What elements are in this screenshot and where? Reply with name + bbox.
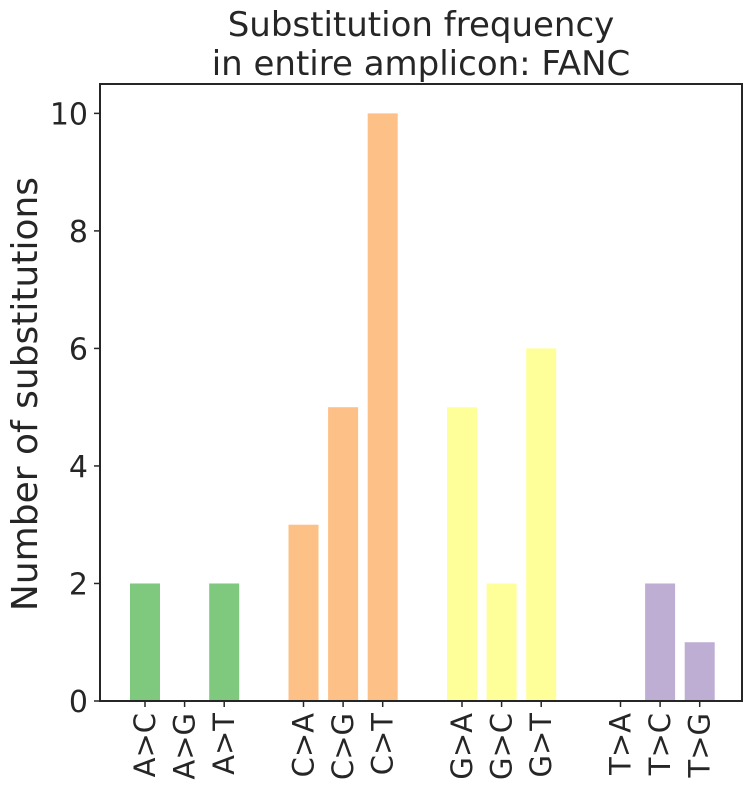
bar-G-to-C: [486, 583, 517, 701]
bar-T-to-C: [645, 583, 676, 701]
bars-layer: [130, 113, 715, 701]
y-tick-label: 8: [69, 215, 88, 250]
bar-C-to-G: [328, 407, 359, 701]
x-tick-label: T>A: [604, 713, 638, 776]
y-tick-label: 0: [69, 685, 88, 720]
bar-T-to-G: [684, 642, 715, 701]
bar-C-to-A: [288, 524, 319, 701]
x-tick-label: A>T: [207, 713, 241, 775]
bar-A-to-T: [209, 583, 240, 701]
x-tick-label: A>G: [168, 713, 202, 780]
x-tick-label: C>G: [326, 713, 360, 780]
y-tick-label: 10: [50, 97, 88, 132]
x-tick-label: C>A: [287, 713, 321, 778]
x-tick-label: G>A: [445, 713, 479, 780]
y-tick-label: 4: [69, 450, 88, 485]
bar-A-to-C: [130, 583, 160, 701]
x-ticks-layer: A>C A>G A>T C>A C>G C>T G>A G>C G>T T>A T>C T>G: [128, 701, 717, 780]
x-tick-label: A>C: [128, 713, 162, 777]
chart-title-line-1: Substitution frequency: [228, 5, 615, 45]
y-tick-label: 2: [69, 567, 88, 602]
y-axis-label: Number of substitutions: [5, 177, 46, 611]
bar-G-to-A: [447, 407, 477, 701]
bar-G-to-T: [526, 348, 557, 701]
x-tick-label: C>T: [366, 713, 400, 776]
x-tick-label: G>C: [485, 713, 519, 780]
x-tick-label: G>T: [524, 713, 558, 778]
bar-C-to-T: [367, 113, 398, 701]
x-tick-label: T>G: [683, 713, 717, 779]
chart-title-line-2: in entire amplicon: FANC: [212, 44, 631, 84]
y-tick-label: 6: [69, 332, 88, 367]
x-tick-label: T>C: [643, 713, 677, 776]
y-ticks-layer: 0 2 4 6 8 10: [50, 97, 100, 720]
plot-frame: [99, 83, 743, 702]
